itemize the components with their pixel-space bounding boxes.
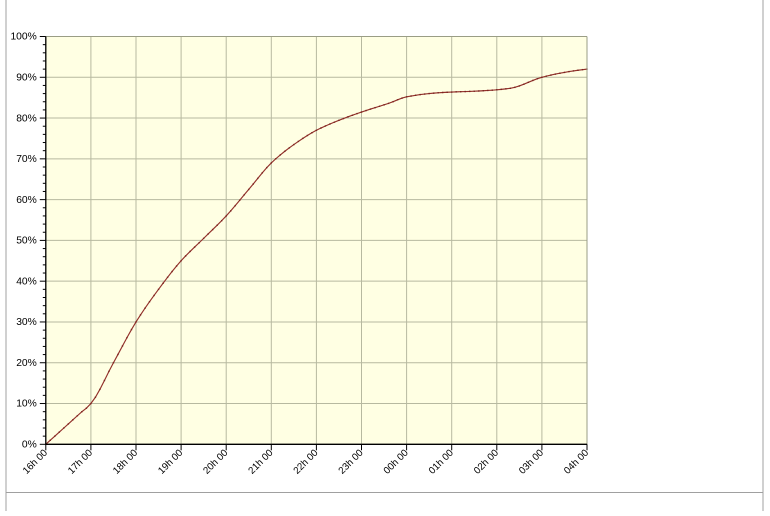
svg-text:90%: 90%	[16, 72, 37, 83]
svg-text:70%: 70%	[16, 154, 37, 165]
svg-text:100%: 100%	[10, 32, 36, 43]
svg-text:0%: 0%	[22, 440, 37, 451]
svg-text:20%: 20%	[16, 358, 37, 369]
svg-text:10%: 10%	[16, 399, 37, 410]
svg-text:60%: 60%	[16, 195, 37, 206]
svg-text:40%: 40%	[16, 276, 37, 287]
svg-text:80%: 80%	[16, 113, 37, 124]
svg-text:30%: 30%	[16, 317, 37, 328]
svg-text:50%: 50%	[16, 236, 37, 247]
